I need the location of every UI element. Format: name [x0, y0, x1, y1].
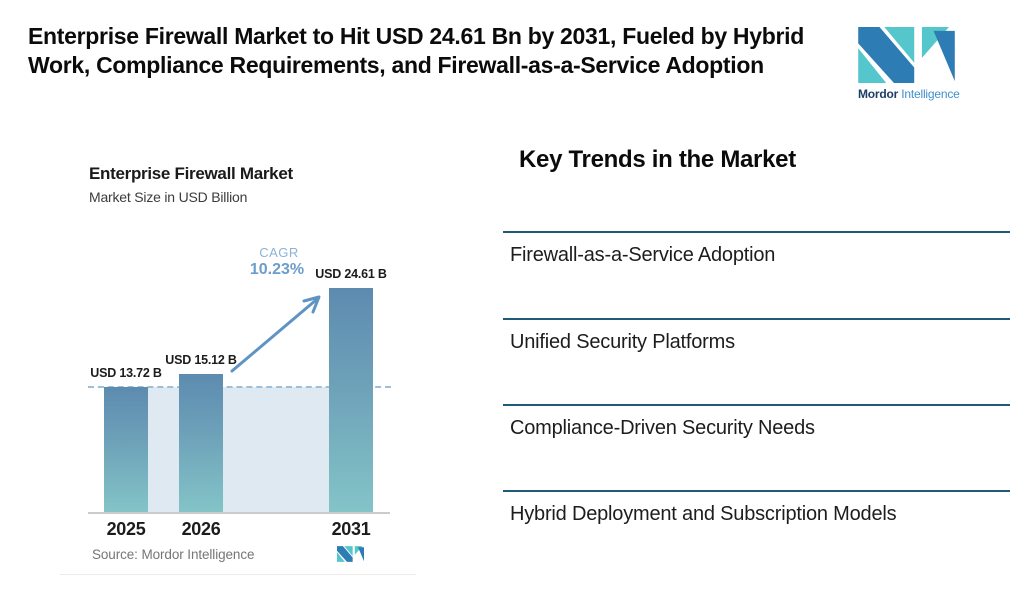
trend-label: Hybrid Deployment and Subscription Model…	[510, 503, 897, 525]
bar-value-2026: USD 15.12 B	[165, 353, 237, 367]
baseline-shaded-band	[104, 387, 373, 512]
chart-title: Enterprise Firewall Market	[89, 164, 293, 183]
mordor-intelligence-logo-icon	[858, 27, 955, 83]
trend-label: Unified Security Platforms	[510, 331, 735, 353]
brand-name-light: Intelligence	[901, 87, 960, 101]
bar-value-2025: USD 13.72 B	[90, 366, 162, 380]
x-tick-2026: 2026	[181, 519, 221, 539]
brand-name: Mordor Intelligence	[858, 87, 968, 101]
trend-row: Unified Security Platforms	[503, 318, 1010, 354]
trend-label: Firewall-as-a-Service Adoption	[510, 244, 776, 266]
page-title: Enterprise Firewall Market to Hit USD 24…	[28, 23, 804, 78]
market-chart-card: Enterprise Firewall Market Market Size i…	[60, 145, 416, 575]
mordor-intelligence-mini-logo-icon	[337, 546, 364, 562]
chart-subtitle: Market Size in USD Billion	[89, 189, 248, 205]
x-axis-line	[88, 512, 390, 514]
cagr-value: 10.23%	[249, 261, 305, 278]
x-tick-2025: 2025	[106, 519, 146, 539]
brand-logo: Mordor Intelligence	[858, 27, 968, 101]
source-text: Source: Mordor Intelligence	[92, 546, 255, 562]
source-row: Source: Mordor Intelligence	[92, 546, 392, 562]
trend-row: Compliance-Driven Security Needs	[503, 404, 1010, 440]
trend-label: Compliance-Driven Security Needs	[510, 417, 815, 439]
trend-row: Hybrid Deployment and Subscription Model…	[503, 490, 1010, 526]
trend-row: Firewall-as-a-Service Adoption	[503, 231, 1010, 267]
bar-2026	[179, 374, 223, 512]
cagr-label: CAGR	[259, 245, 299, 260]
growth-arrow-icon	[230, 295, 321, 373]
baseline-dashed-line	[88, 386, 391, 388]
trends-heading: Key Trends in the Market	[519, 146, 796, 173]
bar-value-2031: USD 24.61 B	[315, 267, 387, 281]
bar-2025	[104, 387, 148, 512]
bar-chart: USD 13.72 B USD 15.12 B USD 24.61 B 2025…	[60, 145, 416, 575]
bar-2031	[329, 288, 373, 512]
x-tick-2031: 2031	[331, 519, 371, 539]
brand-name-bold: Mordor	[858, 87, 899, 101]
